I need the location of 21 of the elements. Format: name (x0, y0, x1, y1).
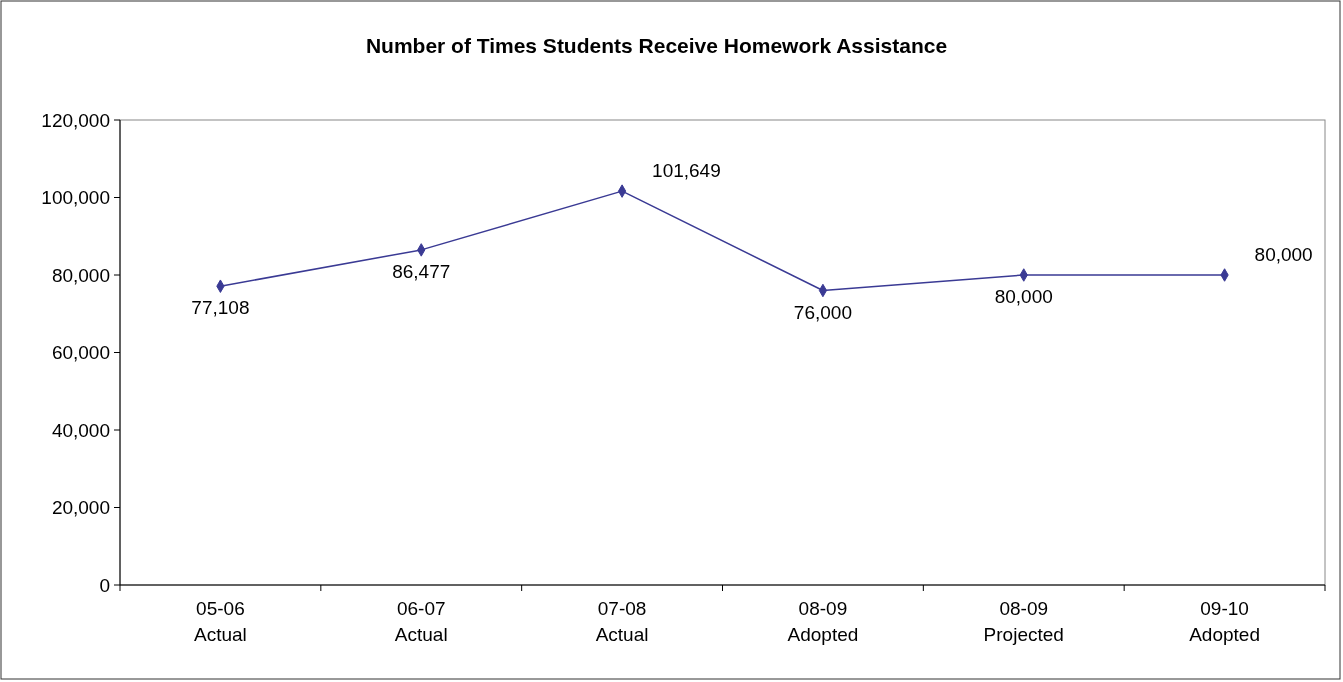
data-label: 80,000 (994, 286, 1053, 307)
x-tick-label: 08-09 Adopted (787, 598, 859, 645)
data-label: 76,000 (793, 301, 852, 323)
y-tick-label: 120,000 (41, 109, 110, 131)
x-tick-label: 05-06 Actual (194, 598, 247, 645)
data-label: 86,477 (392, 260, 451, 282)
y-tick-label: 60,000 (51, 342, 110, 364)
y-tick-label: 40,000 (51, 419, 110, 441)
y-tick-label: 80,000 (51, 264, 110, 286)
y-tick-label: 20,000 (51, 497, 110, 519)
x-tick-label: 06-07 Actual (394, 598, 448, 645)
x-tick-label: 09-10 Adopted (1189, 598, 1260, 645)
x-tick-label: 07-08 Actual (595, 598, 649, 645)
y-tick-label: 0 (99, 574, 110, 596)
data-label: 80,000 (1254, 244, 1313, 265)
data-label: 101,649 (652, 160, 721, 182)
data-label: 77,108 (191, 297, 250, 319)
point (617, 184, 627, 198)
x-tick-label: 08-09 Projected (983, 598, 1064, 645)
y-tick-label: 100,000 (41, 187, 110, 209)
chart-title: Number of Times Students Receive Homework Assistance (365, 34, 948, 57)
